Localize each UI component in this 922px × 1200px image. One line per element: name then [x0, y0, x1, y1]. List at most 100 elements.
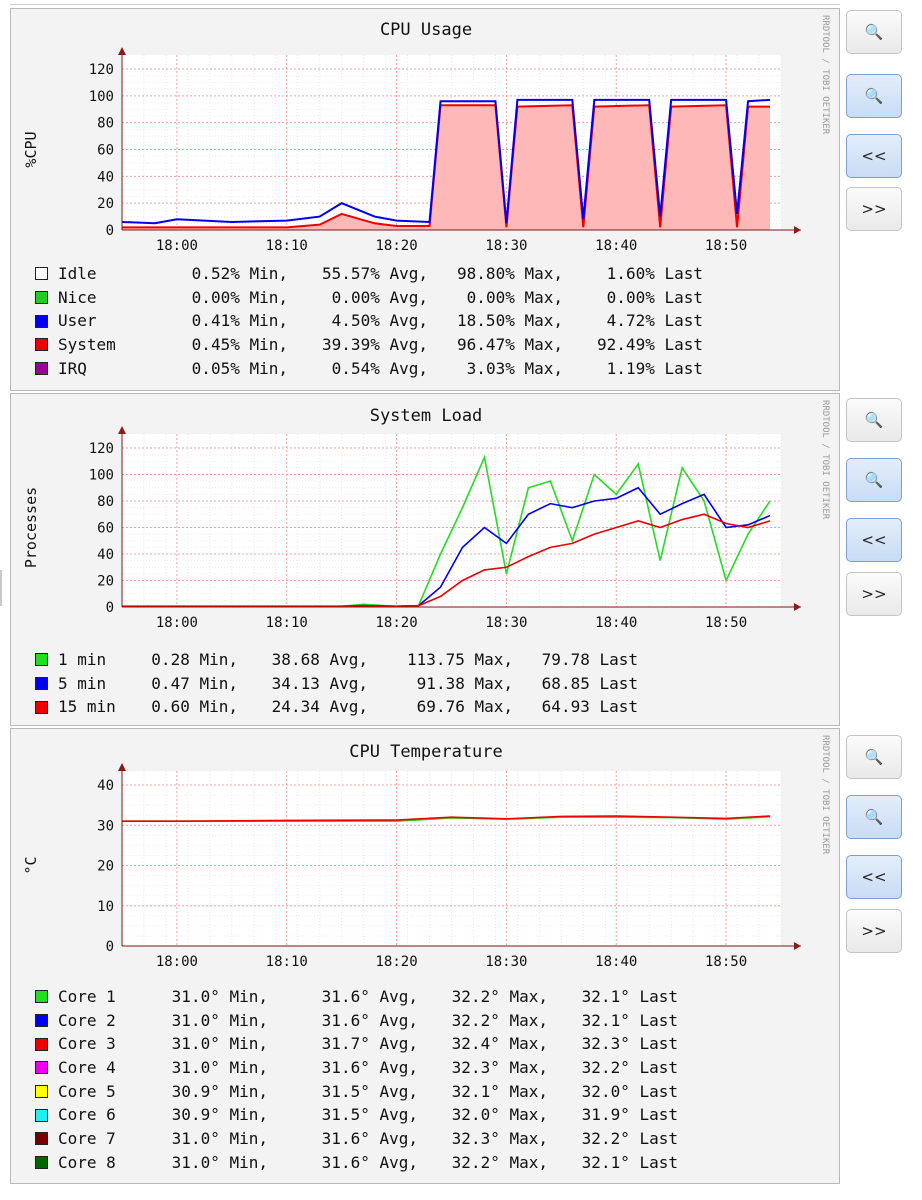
legend-last: 32.0° Last: [581, 1081, 678, 1101]
legend-avg: 31.6° Avg,: [321, 1058, 418, 1078]
legend-max: 32.0° Max,: [451, 1105, 548, 1125]
legend-min: 30.9° Min,: [171, 1081, 268, 1101]
y-axis-arrow: [118, 47, 126, 55]
y-tick-label: 40: [97, 547, 114, 563]
zoom-in-button[interactable]: 🔍: [846, 735, 902, 779]
y-tick-label: 20: [97, 196, 114, 212]
legend-avg: 0.54% Avg,: [331, 358, 428, 378]
y-axis-label: %CPU: [22, 131, 40, 167]
series-line-core-3: [122, 815, 771, 823]
forward-button[interactable]: >>: [846, 187, 902, 231]
graph-title: CPU Usage: [380, 20, 472, 40]
legend-min: 30.9° Min,: [171, 1105, 268, 1125]
magnifier-plus-icon: 🔍: [864, 748, 884, 766]
legend-swatch: [35, 362, 48, 376]
legend-label: Core 4: [58, 1058, 116, 1078]
legend-min: 0.41% Min,: [191, 311, 288, 331]
zoom-out-button[interactable]: 🔍: [846, 74, 902, 118]
forward-button[interactable]: >>: [846, 909, 902, 953]
legend-row: Idle 0.52% Min, 55.57% Avg, 98.80% Max, 1.60…: [35, 262, 703, 286]
legend-min: 31.0° Min,: [171, 1010, 268, 1030]
legend-max: 32.2° Max,: [451, 1010, 548, 1030]
legend-row: User 0.41% Min, 4.50% Avg, 18.50% Max, 4.72%…: [35, 309, 703, 333]
y-tick-label: 100: [89, 89, 114, 105]
zoom-in-button[interactable]: 🔍: [846, 10, 902, 54]
x-tick-label: 18:10: [266, 954, 308, 970]
legend-swatch: [35, 1108, 48, 1122]
zoom-out-button[interactable]: 🔍: [846, 458, 902, 502]
x-tick-label: 18:40: [595, 615, 637, 631]
magnifier-plus-icon: 🔍: [864, 411, 884, 429]
back-button[interactable]: <<: [846, 518, 902, 562]
legend-max: 96.47% Max,: [457, 335, 563, 355]
legend-max: 98.80% Max,: [457, 264, 563, 283]
y-axis-label: Processes: [22, 487, 40, 568]
x-tick-label: 18:30: [485, 615, 527, 631]
legend-min: 0.28 Min,: [151, 650, 238, 669]
legend-swatch: [35, 677, 48, 691]
magnifier-minus-icon: 🔍: [864, 471, 884, 489]
legend-min: 0.05% Min,: [191, 358, 288, 378]
graph-title: System Load: [370, 406, 483, 426]
legend-last: 32.1° Last: [581, 987, 678, 1006]
x-axis-arrow: [794, 226, 801, 234]
scroll-edge-marker: [0, 570, 2, 606]
legend-row: Core 4 31.0° Min, 31.6° Avg, 32.3° Max, 32.2…: [35, 1056, 678, 1080]
forward-button[interactable]: >>: [846, 572, 902, 616]
legend-last: 31.9° Last: [581, 1105, 678, 1125]
legend-max: 91.38 Max,: [416, 673, 513, 693]
legend-min: 31.0° Min,: [171, 1152, 268, 1172]
legend-row: 5 min 0.47 Min, 34.13 Avg, 91.38 Max, 68.85 …: [35, 672, 638, 696]
system-load-graph: System Load RRDTOOL / TOBI OETIKER Process…: [10, 393, 840, 726]
legend-min: 0.00% Min,: [191, 287, 288, 307]
legend-avg: 24.34 Avg,: [271, 697, 368, 717]
zoom-in-button[interactable]: 🔍: [846, 398, 902, 442]
zoom-out-button[interactable]: 🔍: [846, 795, 902, 839]
legend-row: Core 1 31.0° Min, 31.6° Avg, 32.2° Max, 32.1…: [35, 985, 678, 1009]
legend-label: System: [58, 335, 116, 355]
x-tick-label: 18:50: [705, 238, 747, 254]
x-tick-label: 18:10: [266, 238, 308, 254]
legend-max: 113.75 Max,: [407, 650, 513, 669]
x-tick-label: 18:10: [266, 615, 308, 631]
legend-last: 32.1° Last: [581, 1010, 678, 1030]
legend-last: 79.78 Last: [541, 650, 638, 669]
legend-min: 0.52% Min,: [191, 264, 288, 283]
legend-label: User: [58, 311, 97, 331]
legend-max: 0.00% Max,: [466, 287, 563, 307]
legend-row: Nice 0.00% Min, 0.00% Avg, 0.00% Max, 0.00% …: [35, 286, 703, 310]
y-tick-label: 0: [106, 939, 114, 955]
legend-max: 32.2° Max,: [451, 987, 548, 1006]
legend-label: 1 min: [58, 650, 107, 669]
cpu-temperature-graph: CPU Temperature RRDTOOL / TOBI OETIKER °C 1…: [10, 728, 840, 1184]
y-tick-label: 20: [97, 574, 114, 590]
y-tick-label: 40: [97, 778, 114, 794]
x-tick-label: 18:40: [595, 954, 637, 970]
legend-avg: 0.00% Avg,: [331, 287, 428, 307]
legend-swatch: [35, 1156, 48, 1170]
legend-label: Core 5: [58, 1081, 116, 1101]
legend-swatch: [35, 653, 48, 667]
rrdtool-watermark: RRDTOOL / TOBI OETIKER: [820, 735, 830, 855]
back-button[interactable]: <<: [846, 134, 902, 178]
legend-label: Core 1: [58, 987, 116, 1006]
legend-min: 31.0° Min,: [171, 1058, 268, 1078]
rrdtool-watermark: RRDTOOL / TOBI OETIKER: [820, 400, 830, 520]
legend-avg: 39.39% Avg,: [322, 335, 428, 355]
legend-min: 31.0° Min,: [171, 987, 268, 1006]
y-tick-label: 40: [97, 169, 114, 185]
legend-avg: 31.6° Avg,: [321, 987, 418, 1006]
legend-row: Core 8 31.0° Min, 31.6° Avg, 32.2° Max, 32.1…: [35, 1151, 678, 1175]
legend-row: System 0.45% Min, 39.39% Avg, 96.47% Max, 92…: [35, 333, 703, 357]
x-tick-label: 18:00: [156, 238, 198, 254]
x-tick-label: 18:00: [156, 954, 198, 970]
back-button[interactable]: <<: [846, 855, 902, 899]
legend-label: Idle: [58, 264, 97, 283]
legend-row: 15 min 0.60 Min, 24.34 Avg, 69.76 Max, 64.93…: [35, 695, 638, 719]
x-tick-label: 18:00: [156, 615, 198, 631]
x-tick-label: 18:50: [705, 954, 747, 970]
y-tick-label: 100: [89, 468, 114, 484]
legend-label: 15 min: [58, 697, 116, 717]
legend-min: 31.0° Min,: [171, 1129, 268, 1149]
legend-last: 32.3° Last: [581, 1034, 678, 1054]
